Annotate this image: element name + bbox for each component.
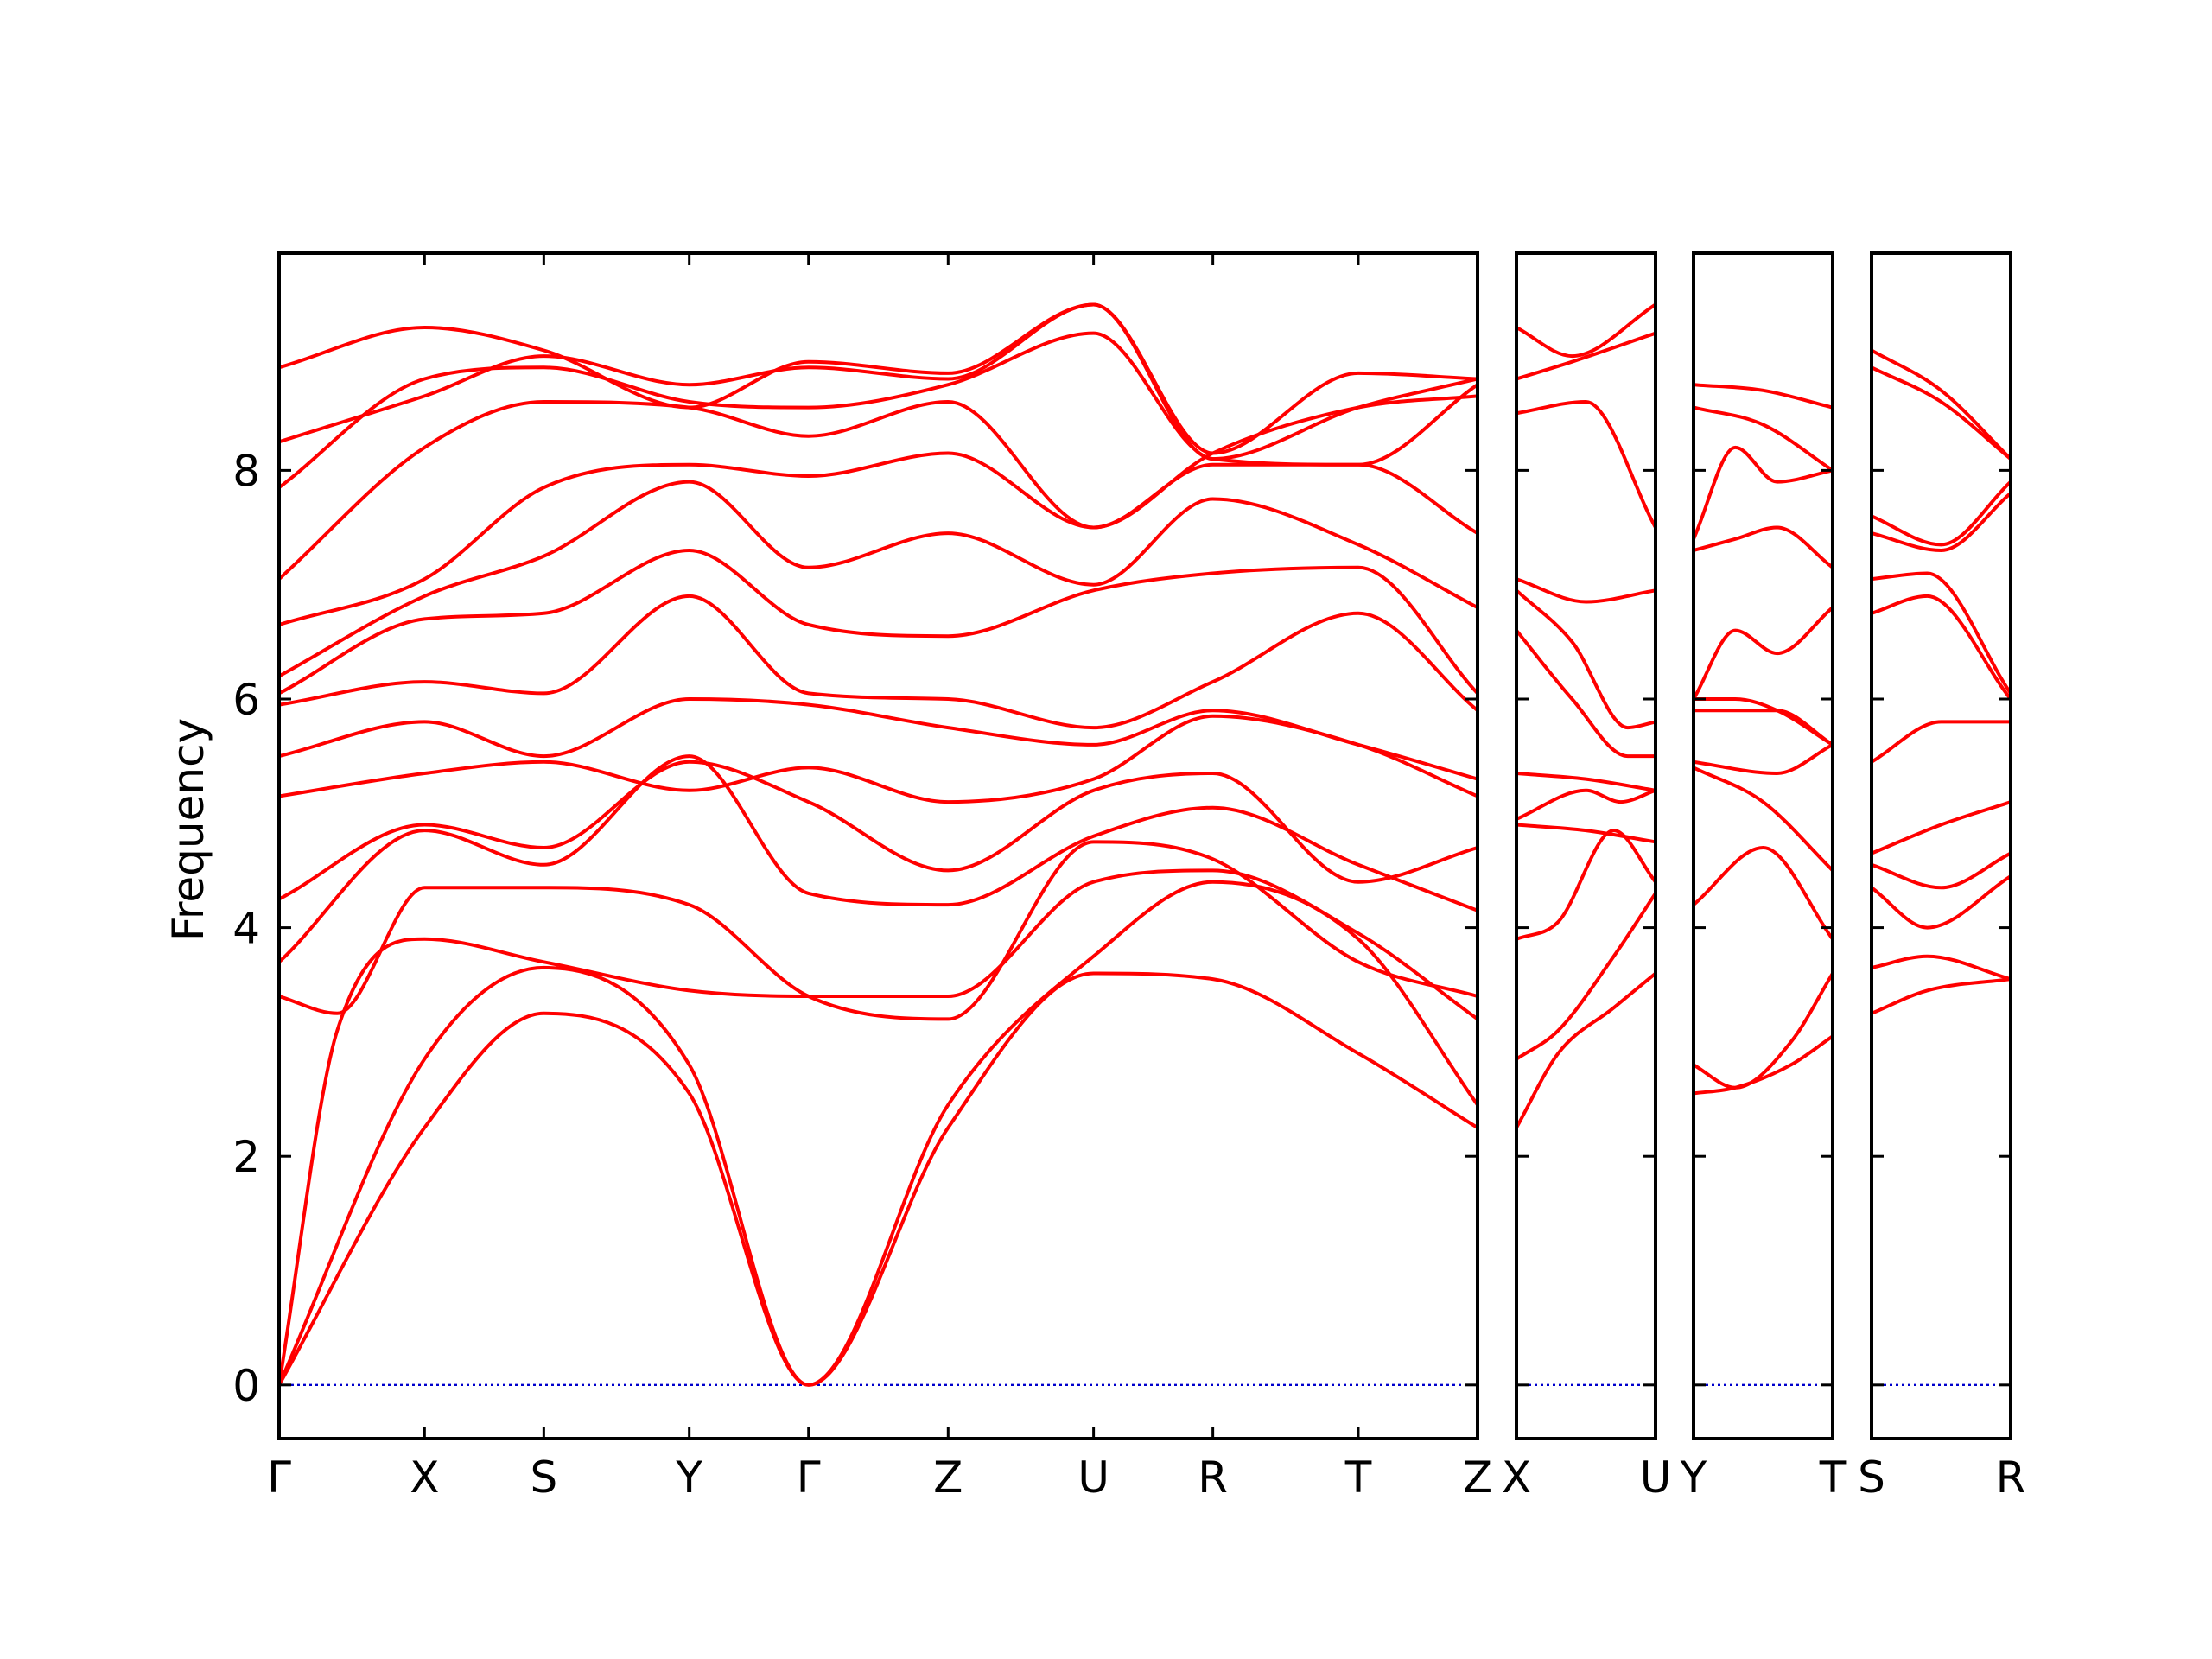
phonon-band-8 [1694,606,1833,701]
phonon-band-10 [1872,480,2011,547]
phonon-band-11 [1872,365,2011,461]
x-tick-label: S [1858,1452,1885,1503]
phonon-band-8 [279,697,1478,781]
y-tick-label: 0 [232,1361,260,1411]
phonon-band-7 [1516,628,1656,759]
x-tick-label: Γ [267,1452,291,1503]
phonon-band-6 [279,760,1478,901]
phonon-band-3 [279,868,1478,1387]
x-tick-label: Y [675,1452,702,1503]
panel-1: Γ X S Y Γ Z U R T Z 0 2 4 6 8 [232,251,1492,1503]
x-tick-label: Z [1463,1452,1492,1503]
x-tick-label: Z [933,1452,963,1503]
phonon-band-11 [279,480,1478,678]
phonon-band-2 [1516,891,1656,1061]
y-tick-label: 2 [232,1132,260,1182]
phonon-band-4 [1516,823,1656,844]
phonon-band-11 [1694,405,1833,473]
phonon-band-12 [1516,302,1656,359]
phonon-band-1 [1872,977,2011,1015]
phonon-band-12 [1694,383,1833,410]
phonon-band-5 [1872,800,2011,855]
phonon-band-5 [1694,742,1833,775]
y-axis-title: Frequency [163,718,213,941]
phonon-band-16 [279,302,1478,455]
phonon-band-4 [1872,851,2011,890]
phonon-band-9 [279,594,1478,730]
band-group [1694,383,1833,1096]
band-group [279,302,1478,1387]
phonon-band-1 [1516,971,1656,1130]
phonon-band-6 [1872,720,2011,764]
phonon-band-4 [1694,766,1833,873]
phonon-band-1 [279,971,1478,1387]
phonon-band-2 [1694,971,1833,1090]
phonon-band-14 [279,331,1478,490]
phonon-band-2 [1872,954,2011,982]
phonon-band-12 [1872,348,2011,461]
x-tick-label: X [410,1452,439,1503]
phonon-band-8 [1872,571,2011,696]
phonon-band-11 [1516,331,1656,381]
phonon-band-1 [1694,1034,1833,1096]
phonon-band-9 [1694,525,1833,569]
phonon-band-3 [1516,829,1656,941]
band-group [1516,302,1656,1130]
phonon-band-10 [1516,400,1656,530]
x-tick-label: U [1077,1452,1109,1503]
phonon-band-4 [279,840,1478,1021]
phonon-band-8 [1516,588,1656,730]
phonon-band-6 [1516,772,1656,792]
phonon-band-9 [1872,491,2011,552]
x-tick-label: T [1819,1452,1847,1503]
phonon-band-3 [1872,874,2011,930]
phonon-band-5 [279,754,1478,964]
phonon-band-15 [279,302,1478,461]
phonon-band-7 [1694,697,1833,747]
x-tick-label: Y [1680,1452,1707,1503]
x-tick-label: R [1198,1452,1228,1503]
x-tick-label: X [1502,1452,1531,1503]
phonon-band-7 [279,714,1478,804]
y-tick-label: 4 [232,904,260,954]
phonon-band-5 [1516,788,1656,821]
y-tick-label: 8 [232,446,260,496]
phonon-band-3 [1694,846,1833,941]
phonon-band-10 [1694,445,1833,541]
x-tick-label: R [1996,1452,2026,1503]
phonon-band-13 [279,394,1478,582]
phonon-band-12 [279,451,1478,626]
x-tick-label: Γ [797,1452,821,1503]
phonon-band-9 [1516,577,1656,604]
plot-frame [1870,251,2012,1440]
y-tick-label: 6 [232,675,260,725]
band-group [1872,348,2011,1015]
phonon-band-7 [1872,594,2011,701]
x-tick-label: U [1640,1452,1672,1503]
plot-frame [1692,251,1834,1440]
plot-frame [1515,251,1657,1440]
x-tick-label: T [1344,1452,1372,1503]
x-tick-label: S [530,1452,557,1503]
phonon-band-2 [279,880,1478,1387]
plot-frame [277,251,1479,1440]
phonon-band-6 [1694,709,1833,747]
phonon-band-10 [279,549,1478,696]
